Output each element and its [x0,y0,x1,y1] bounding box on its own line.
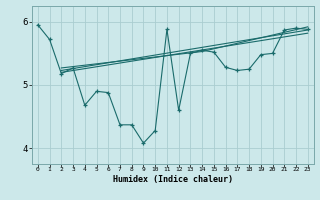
X-axis label: Humidex (Indice chaleur): Humidex (Indice chaleur) [113,175,233,184]
